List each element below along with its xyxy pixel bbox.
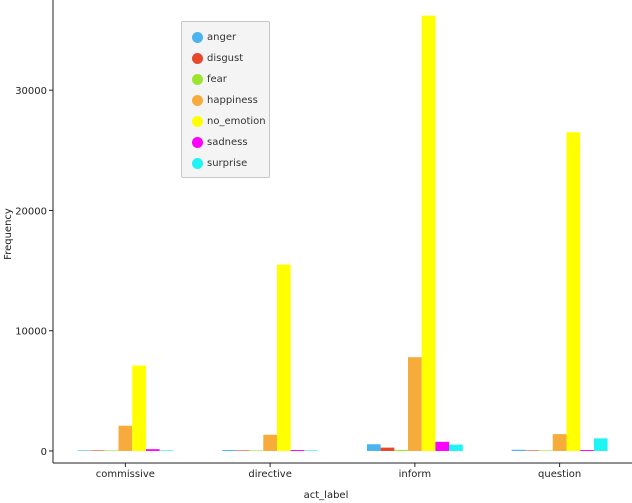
axes: 0 10000 20000 30000 commissive directive infor… [15, 0, 632, 480]
x-tick-label: directive [248, 469, 291, 480]
bar [77, 450, 92, 451]
bar [511, 449, 526, 451]
x-tick-label: commissive [96, 469, 155, 480]
bar [159, 450, 174, 451]
legend-item: no_emotion [192, 113, 266, 129]
legend-swatch [192, 31, 203, 43]
bars [77, 15, 608, 451]
bar [525, 450, 540, 451]
legend-label: anger [207, 31, 237, 43]
bar [118, 425, 133, 451]
legend-item: anger [192, 29, 236, 45]
legend-label: fear [207, 73, 227, 85]
bar [145, 449, 160, 451]
bar [235, 450, 250, 451]
bar [91, 450, 105, 451]
bar [552, 434, 567, 451]
bar [566, 132, 581, 451]
legend-swatch [192, 157, 203, 169]
legend-label: no_emotion [207, 115, 266, 127]
bar [593, 438, 608, 451]
legend-item: fear [192, 71, 227, 87]
bar [222, 450, 236, 451]
bar [449, 444, 463, 451]
bar [366, 444, 381, 451]
legend-item: surprise [192, 155, 247, 171]
legend-swatch [192, 73, 203, 85]
bar [290, 450, 305, 451]
legend-swatch [192, 115, 203, 127]
legend-item: happiness [192, 92, 258, 108]
legend-label: surprise [207, 157, 248, 169]
bar [249, 450, 264, 451]
legend-label: happiness [207, 94, 258, 106]
legend-swatch [192, 136, 203, 148]
legend-swatch [192, 52, 203, 64]
bar [104, 450, 119, 451]
bar [408, 357, 422, 451]
bar [435, 441, 450, 451]
bar [132, 365, 146, 451]
y-axis-title: Frequency [3, 208, 14, 260]
x-tick-label: inform [399, 469, 431, 480]
y-tick-label: 0 [41, 447, 47, 458]
bar [263, 434, 277, 451]
y-tick-label: 10000 [15, 327, 47, 338]
y-tick-label: 20000 [15, 206, 47, 217]
bar [580, 450, 594, 451]
legend-item: sadness [192, 134, 248, 150]
legend-swatch [192, 94, 203, 106]
bar [421, 15, 436, 451]
y-tick-label: 30000 [15, 86, 47, 97]
bar [276, 264, 291, 451]
bar [380, 447, 395, 451]
bar [539, 450, 553, 451]
bar [394, 449, 409, 451]
legend-label: sadness [207, 136, 248, 148]
bar [304, 450, 319, 451]
legend-item: disgust [192, 50, 243, 66]
x-axis-title: act_label [304, 490, 349, 501]
x-tick-label: question [538, 469, 581, 480]
legend-label: disgust [207, 52, 244, 64]
